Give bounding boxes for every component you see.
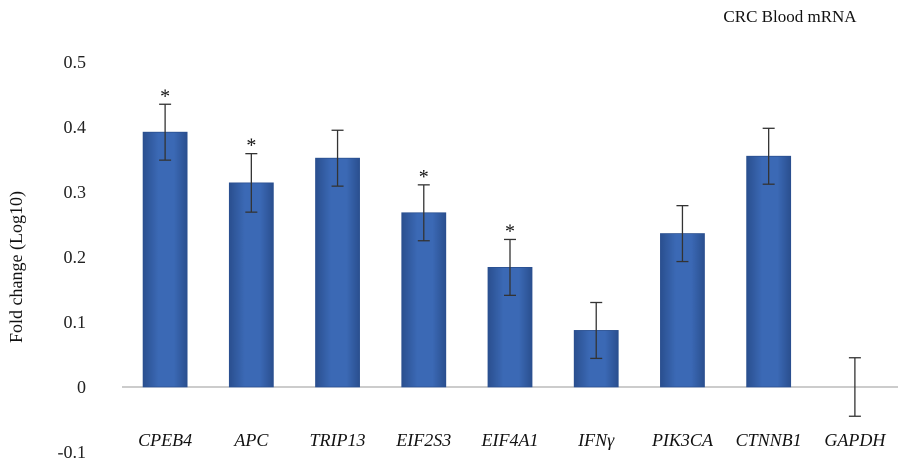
error-bars-layer: [159, 103, 861, 417]
significance-asterisk: *: [419, 166, 429, 188]
significance-asterisk: *: [160, 85, 170, 107]
x-tick-label: GAPDH: [824, 430, 886, 450]
chart-title: CRC Blood mRNA: [723, 7, 857, 26]
x-tick-label: PIK3CA: [651, 430, 714, 450]
significance-asterisk: *: [246, 135, 256, 157]
bar: [746, 155, 792, 388]
x-tick-label: EIF2S3: [395, 430, 451, 450]
y-tick-label: -0.1: [58, 442, 87, 462]
y-tick-label: 0.1: [64, 312, 87, 332]
significance-asterisk: *: [505, 220, 515, 242]
y-tick-label: 0.5: [64, 52, 87, 72]
bar: [401, 212, 447, 388]
x-tick-label: APC: [233, 430, 269, 450]
bar: [315, 157, 360, 388]
x-tick-label: EIF4A1: [481, 430, 539, 450]
x-tick-label: TRIP13: [310, 430, 366, 450]
y-tick-label: 0.2: [64, 247, 87, 267]
bar: [228, 182, 274, 388]
y-axis-title: Fold change (Log10): [6, 191, 27, 343]
x-tick-label: CTNNB1: [736, 430, 802, 450]
chart-title-group: CRC Blood mRNA: [723, 7, 857, 26]
bar: [142, 131, 188, 388]
x-tick-label: CPEB4: [138, 430, 192, 450]
y-axis-title-group: Fold change (Log10): [6, 191, 27, 343]
x-tick-label: IFNγ: [577, 430, 615, 450]
y-tick-label: 0.3: [64, 182, 87, 202]
labels-layer: * CPEB4 * APC TRIP13 * EIF2S3 * EIF4A1 IFNγ PIK3CA…: [138, 85, 886, 450]
y-tick-label: 0: [77, 377, 86, 397]
bars-layer: [142, 131, 792, 388]
y-tick-label: 0.4: [64, 117, 87, 137]
